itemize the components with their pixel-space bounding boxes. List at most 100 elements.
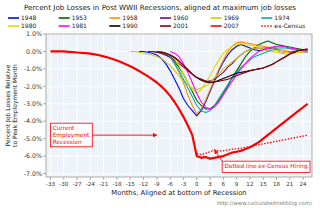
tick-label: -6.0% xyxy=(24,152,42,159)
annotation-line: Recession xyxy=(53,139,82,145)
tick-label: 12 xyxy=(246,181,253,187)
tick-mark xyxy=(183,177,184,180)
legend-item: ex-Census xyxy=(261,22,305,29)
tick-label: -4.0% xyxy=(24,117,42,124)
tick-label: 9 xyxy=(235,181,239,187)
tick-label: 6 xyxy=(222,181,226,187)
tick-label: -12 xyxy=(139,181,148,187)
legend-swatch xyxy=(59,25,70,27)
tick-mark xyxy=(103,177,104,180)
legend-label: 1981 xyxy=(72,22,87,29)
tick-label: -1.0% xyxy=(24,65,42,72)
grid xyxy=(46,34,312,177)
legend-swatch xyxy=(8,17,19,19)
tick-mark xyxy=(170,177,171,180)
tick-label: -18 xyxy=(112,181,122,187)
grid-line xyxy=(50,34,51,177)
annotation-box xyxy=(222,161,310,172)
tick-label: -9 xyxy=(154,181,160,187)
tick-label: 18 xyxy=(273,181,281,187)
annotation-line: Current xyxy=(53,125,75,131)
legend-item: 1969 xyxy=(211,14,239,21)
legend-label: ex-Census xyxy=(274,22,305,29)
tick-label: 1.0% xyxy=(26,30,42,37)
tick-label: -3.0% xyxy=(24,100,42,107)
tick-mark xyxy=(223,177,224,180)
legend-swatch xyxy=(261,25,272,27)
tick-mark xyxy=(43,51,46,52)
tick-label: 0 xyxy=(195,181,199,187)
grid-line xyxy=(276,34,277,177)
plot-frame xyxy=(46,34,312,177)
legend-swatch xyxy=(8,25,19,27)
legend-swatch xyxy=(59,17,70,19)
annotation-box xyxy=(50,123,92,147)
series-line xyxy=(50,51,307,158)
grid-line xyxy=(130,34,131,177)
legend-swatch xyxy=(109,25,120,27)
tick-mark xyxy=(249,177,250,180)
legend-label: 1960 xyxy=(173,14,188,21)
source-note: http://www.calculatedriskblog.com/ xyxy=(217,200,312,207)
grid-line xyxy=(263,34,264,177)
legend-item: 1958 xyxy=(109,14,137,21)
grid-line xyxy=(46,86,312,87)
tick-mark xyxy=(43,34,46,35)
grid-line xyxy=(303,34,304,177)
tick-label: -6 xyxy=(167,181,173,187)
legend: 1948 1953 1958 1960 1969 1974 1980 1981 1990 2001… xyxy=(8,14,305,29)
legend-item: 1981 xyxy=(59,22,87,29)
tick-mark xyxy=(116,177,117,180)
legend-label: 1948 xyxy=(21,14,36,21)
tick-mark xyxy=(43,103,46,104)
legend-item: 1980 xyxy=(8,22,36,29)
grid-line xyxy=(46,173,312,174)
legend-swatch xyxy=(109,17,120,19)
title: Percent Job Losses in Post WWII Recessio… xyxy=(24,3,296,12)
legend-swatch xyxy=(261,17,272,19)
tick-label: 21 xyxy=(286,181,294,187)
tick-label: 24 xyxy=(300,181,308,187)
annotation-line: Dotted line ex-Census Hiring xyxy=(224,163,307,170)
legend-label: 2007 xyxy=(224,22,239,29)
tick-mark xyxy=(130,177,131,180)
grid-line xyxy=(236,34,237,177)
tick-mark xyxy=(43,121,46,122)
tick-mark xyxy=(43,86,46,87)
grid-line xyxy=(210,34,211,177)
tick-label: 15 xyxy=(260,181,268,187)
annotation-text: Dotted line ex-Census Hiring xyxy=(224,163,307,170)
tick-mark xyxy=(303,177,304,180)
legend-swatch xyxy=(160,17,171,19)
grid-line xyxy=(46,156,312,157)
grid-line xyxy=(46,68,312,69)
tick-mark xyxy=(43,68,46,69)
grid-line xyxy=(183,34,184,177)
tick-label: 0.0% xyxy=(26,48,42,55)
tick-label: -33 xyxy=(46,181,56,187)
legend-swatch xyxy=(211,25,222,27)
grid-line xyxy=(116,34,117,177)
series-line xyxy=(157,49,308,82)
tick-mark xyxy=(43,156,46,157)
annotations: CurrentEmploymentRecessionDotted line ex… xyxy=(50,123,312,207)
tick-label: -15 xyxy=(126,181,136,187)
tick-mark xyxy=(289,177,290,180)
grid-line xyxy=(249,34,250,177)
tick-mark xyxy=(236,177,237,180)
tick-label: -7.0% xyxy=(24,170,42,177)
legend-item: 2001 xyxy=(160,22,188,29)
legend-label: 1974 xyxy=(274,14,289,21)
legend-item: 1974 xyxy=(261,14,289,21)
grid-line xyxy=(63,34,64,177)
legend-item: 1953 xyxy=(59,14,87,21)
legend-swatch xyxy=(160,25,171,27)
plot-background xyxy=(46,34,312,177)
tick-label: -3 xyxy=(181,181,187,187)
tick-mark xyxy=(43,173,46,174)
legend-item: 1990 xyxy=(109,22,137,29)
series-line xyxy=(197,135,308,154)
legend-item: 2007 xyxy=(211,22,239,29)
series-line xyxy=(157,44,308,94)
chart: Percent Job Losses in Post WWII Recessio… xyxy=(0,0,320,208)
